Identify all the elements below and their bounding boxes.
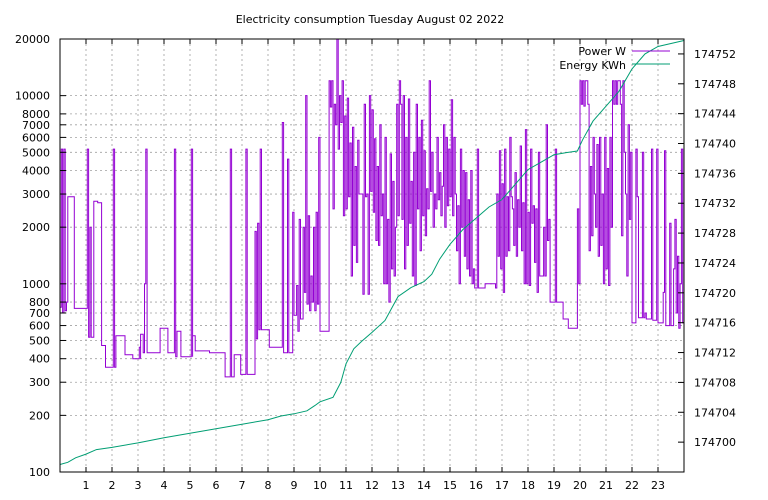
y-left-tick-label: 100	[29, 466, 50, 479]
series-line-power	[60, 38, 684, 378]
x-tick-label: 21	[599, 479, 613, 492]
y-right-tick-label: 174704	[694, 406, 736, 419]
legend: Power W Energy KWh	[559, 45, 670, 72]
y-right-tick-label: 174716	[694, 317, 736, 330]
chart-title: Electricity consumption Tuesday August 0…	[236, 13, 505, 26]
y-right-tick-label: 174740	[694, 138, 736, 151]
y-left-tick-label: 4000	[22, 165, 50, 178]
y-left-tick-label: 6000	[22, 131, 50, 144]
x-tick-label: 19	[547, 479, 561, 492]
y-left-tick-label: 8000	[22, 108, 50, 121]
y-left-tick-label: 5000	[22, 146, 50, 159]
grid	[60, 38, 684, 473]
x-tick-label: 8	[265, 479, 272, 492]
y-left-tick-label: 3000	[22, 188, 50, 201]
y-right-tick-label: 174708	[694, 376, 736, 389]
x-axis-tick-labels: 1 2 3 4 5 6 7 8 9 10 11 12 13 14 15 16 17 18 19 20 21 22 23	[83, 479, 666, 492]
y-right-tick-label: 174752	[694, 48, 736, 61]
x-tick-label: 16	[469, 479, 483, 492]
y-left-tick-label: 10000	[15, 90, 50, 103]
x-tick-label: 17	[495, 479, 509, 492]
x-tick-label: 20	[573, 479, 587, 492]
y-right-tick-label: 174732	[694, 197, 736, 210]
x-tick-label: 4	[161, 479, 168, 492]
y-left-tick-label: 800	[29, 296, 50, 309]
y-left-tick-label: 2000	[22, 221, 50, 234]
y-left-tick-label: 500	[29, 334, 50, 347]
y-right-tick-label: 174720	[694, 287, 736, 300]
x-tick-label: 12	[365, 479, 379, 492]
x-tick-label: 5	[187, 479, 194, 492]
x-tick-label: 3	[135, 479, 142, 492]
y-left-tick-label: 600	[29, 320, 50, 333]
legend-label-power: Power W	[578, 45, 626, 58]
x-tick-label: 9	[291, 479, 298, 492]
x-tick-label: 7	[239, 479, 246, 492]
y-right-tick-label: 174700	[694, 436, 736, 449]
axis-ticks	[60, 38, 684, 473]
y-right-tick-label: 174748	[694, 78, 736, 91]
y-left-tick-label: 7000	[22, 119, 50, 132]
y-right-axis-tick-labels: 174700 174704 174708 174712 174716 174720 1747…	[694, 48, 736, 449]
x-tick-label: 6	[213, 479, 220, 492]
y-left-tick-label: 200	[29, 409, 50, 422]
x-tick-label: 1	[83, 479, 90, 492]
x-tick-label: 13	[391, 479, 405, 492]
x-tick-label: 10	[313, 479, 327, 492]
y-left-tick-label: 400	[29, 353, 50, 366]
x-tick-label: 11	[339, 479, 353, 492]
x-tick-label: 22	[625, 479, 639, 492]
x-tick-label: 23	[651, 479, 665, 492]
y-left-tick-label: 300	[29, 376, 50, 389]
x-tick-label: 18	[521, 479, 535, 492]
y-right-tick-label: 174744	[694, 108, 736, 121]
y-left-tick-label: 1000	[22, 278, 50, 291]
y-right-tick-label: 174736	[694, 167, 736, 180]
y-right-tick-label: 174724	[694, 257, 736, 270]
y-right-tick-label: 174712	[694, 347, 736, 360]
plot-series	[59, 38, 685, 465]
x-tick-label: 2	[109, 479, 116, 492]
y-left-tick-label: 700	[29, 307, 50, 320]
legend-label-energy: Energy KWh	[559, 59, 626, 72]
x-tick-label: 14	[417, 479, 431, 492]
y-left-tick-label: 20000	[15, 33, 50, 46]
y-right-tick-label: 174728	[694, 227, 736, 240]
x-tick-label: 15	[443, 479, 457, 492]
series-line-energy	[59, 40, 685, 465]
